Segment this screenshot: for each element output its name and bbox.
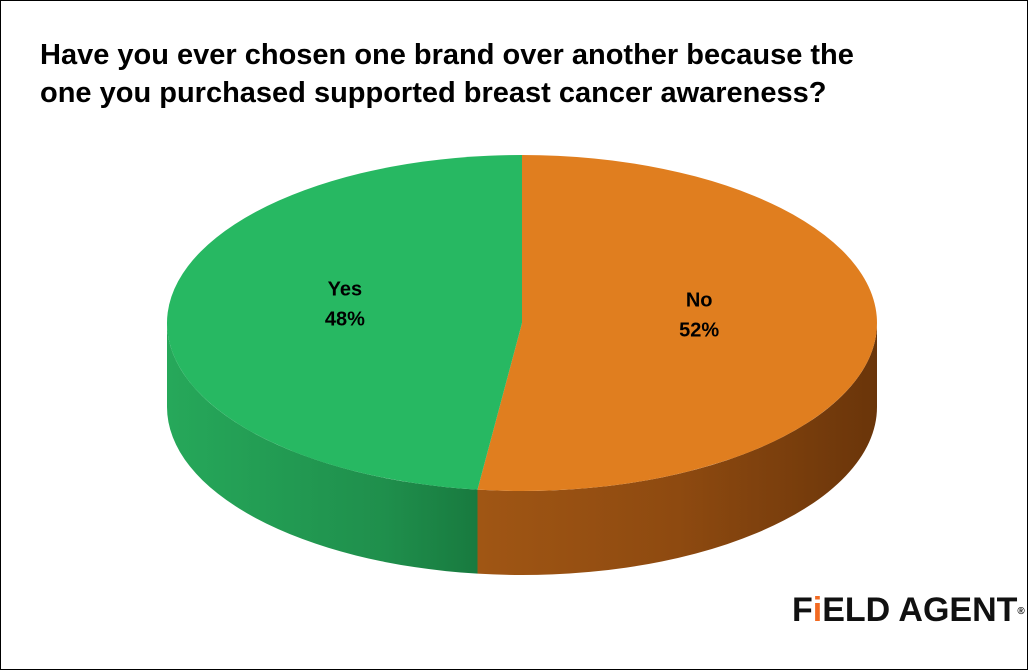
pie-side-no xyxy=(477,323,877,575)
slice-label-yes: Yes xyxy=(328,279,362,301)
logo-registered-mark: ® xyxy=(1017,606,1025,617)
pie-slice-no xyxy=(477,154,878,491)
logo-text-rest: ELD AGENT xyxy=(822,591,1018,629)
pie-tops xyxy=(167,154,878,491)
slice-label-no: No xyxy=(686,289,713,311)
field-agent-logo: FiELD AGENT® xyxy=(792,591,1025,629)
slice-value-yes: 48% xyxy=(325,309,365,331)
slice-value-no: 52% xyxy=(679,319,719,341)
pie-labels: No 52% Yes 48% xyxy=(325,279,720,342)
pie-sides xyxy=(167,323,877,575)
chart-title: Have you ever chosen one brand over anot… xyxy=(40,36,1000,112)
logo-text-i: i xyxy=(812,591,823,629)
pie-side-yes xyxy=(167,323,478,574)
logo-text-f: F xyxy=(792,591,813,629)
chart-title-line-1: Have you ever chosen one brand over anot… xyxy=(40,39,854,71)
pie-slice-yes xyxy=(167,155,523,490)
chart-title-line-2: one you purchased supported breast cance… xyxy=(40,77,827,109)
